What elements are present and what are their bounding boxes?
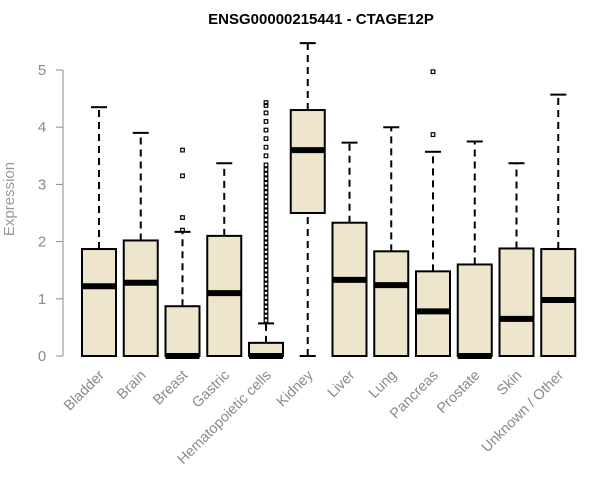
x-category-label: Brain	[114, 368, 149, 403]
outlier-point	[263, 208, 269, 214]
x-category-label: Skin	[494, 368, 525, 399]
outlier-point	[263, 244, 269, 250]
outlier-point	[263, 318, 269, 323]
y-tick-label: 1	[38, 291, 46, 308]
outlier-point	[263, 190, 269, 195]
outlier-point	[263, 136, 269, 142]
box-rect	[81, 248, 117, 357]
box-rect	[289, 109, 326, 214]
box-9	[456, 140, 493, 359]
outlier-point	[180, 227, 185, 233]
outlier-point	[263, 267, 269, 273]
outlier-point	[263, 295, 269, 301]
outlier-point	[263, 286, 269, 291]
outlier-point	[263, 217, 269, 223]
box-1	[122, 131, 159, 357]
outlier-point	[263, 313, 269, 319]
box-0	[81, 106, 117, 357]
x-category-label: Bladder	[61, 367, 108, 414]
box-rect	[373, 250, 410, 358]
box-8	[415, 69, 451, 357]
x-category-label: Breast	[150, 368, 191, 409]
outlier-point	[263, 212, 269, 218]
box-5	[289, 42, 326, 357]
box-7	[373, 126, 410, 358]
x-category-label: Liver	[325, 367, 359, 401]
outlier-point	[430, 132, 436, 138]
outlier-point	[263, 258, 269, 264]
outlier-point	[263, 119, 269, 124]
outlier-point	[263, 254, 269, 259]
box-6	[331, 141, 368, 357]
outlier-point	[180, 173, 185, 179]
outlier-point	[263, 100, 269, 106]
y-tick-label: 3	[38, 176, 46, 193]
outlier-point	[263, 127, 269, 133]
outlier-point	[263, 176, 269, 182]
chart-title: ENSG00000215441 - CTAGE12P	[208, 11, 434, 28]
box-2	[164, 147, 201, 359]
outlier-point	[263, 171, 269, 177]
x-category-label: Lung	[366, 368, 400, 402]
outlier-point	[180, 147, 185, 153]
outlier-point	[430, 69, 436, 75]
outlier-point	[263, 103, 269, 108]
outlier-point	[263, 110, 269, 116]
outlier-point	[263, 249, 269, 255]
outlier-point	[263, 226, 269, 232]
outlier-point	[263, 167, 269, 172]
outlier-point	[263, 153, 269, 159]
outlier-point	[263, 304, 269, 310]
y-tick-label: 5	[38, 62, 46, 79]
boxes-group	[81, 42, 577, 359]
x-category-label: Kidney	[274, 367, 317, 410]
outlier-point	[263, 180, 269, 186]
box-rect	[498, 247, 535, 358]
outlier-point	[263, 263, 269, 269]
outlier-point	[263, 144, 269, 150]
y-tick-label: 0	[38, 348, 46, 365]
x-category-label: Prostate	[434, 368, 483, 417]
outlier-point	[263, 308, 269, 314]
box-rect	[122, 239, 159, 357]
outlier-point	[263, 203, 269, 209]
outlier-point	[263, 199, 269, 204]
outlier-point	[263, 162, 269, 168]
y-axis-label: Expression	[1, 162, 18, 236]
outlier-point	[263, 235, 269, 241]
box-rect	[456, 263, 493, 358]
y-tick-label: 4	[38, 119, 46, 136]
outlier-point	[263, 281, 269, 287]
box-3	[206, 162, 243, 358]
box-10	[498, 162, 535, 358]
outlier-point	[263, 222, 269, 227]
outlier-point	[263, 240, 269, 246]
outlier-point	[263, 185, 269, 191]
y-tick-label: 2	[38, 234, 46, 251]
box-rect	[331, 221, 368, 357]
outlier-point	[180, 215, 185, 220]
outlier-point	[263, 194, 269, 200]
outlier-point	[263, 276, 269, 282]
box-11	[540, 93, 577, 357]
y-axis: 0 1 2 3 4 5	[38, 62, 64, 365]
box-rect	[164, 305, 201, 357]
outlier-point	[263, 290, 269, 296]
box-4	[248, 100, 284, 359]
outlier-point	[263, 299, 269, 305]
outlier-point	[263, 231, 269, 236]
outlier-point	[263, 272, 269, 278]
